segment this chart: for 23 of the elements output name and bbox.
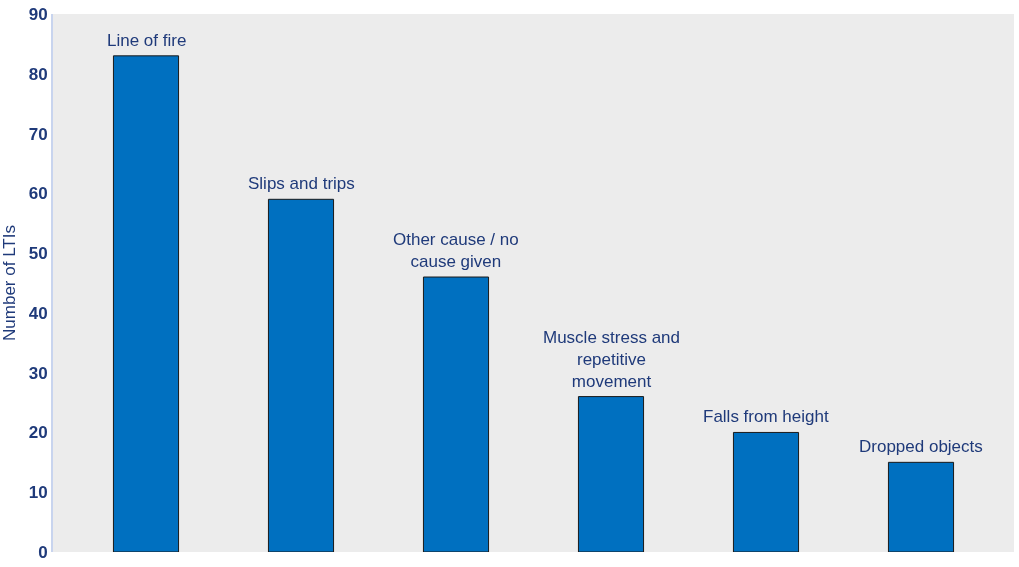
x-tick-label: Slips and trips bbox=[248, 174, 355, 193]
y-tick-label: 20 bbox=[28, 423, 48, 443]
x-tick-label: Dropped objects bbox=[859, 437, 983, 456]
y-tick-label: 60 bbox=[28, 184, 48, 204]
y-axis-title: Number of LTIs bbox=[0, 225, 19, 341]
bar bbox=[112, 55, 180, 552]
x-tick-label: Falls from height bbox=[703, 407, 829, 426]
y-tick-label: 50 bbox=[28, 244, 48, 264]
y-tick-label: 40 bbox=[28, 303, 48, 323]
y-tick-label: 10 bbox=[28, 483, 48, 503]
y-tick-label: 70 bbox=[28, 124, 48, 144]
y-tick-label: 80 bbox=[28, 64, 48, 84]
bar bbox=[577, 396, 645, 552]
x-tick-label: Line of fire bbox=[107, 31, 187, 50]
x-tick-label: Muscle stress and repetitive movement bbox=[543, 328, 680, 392]
bar bbox=[732, 431, 800, 552]
y-tick-label: 90 bbox=[28, 4, 48, 24]
bar bbox=[267, 198, 335, 552]
bar bbox=[887, 461, 955, 552]
bar bbox=[422, 276, 490, 552]
x-tick-label: Other cause / no cause given bbox=[393, 230, 519, 272]
y-tick-label: 0 bbox=[38, 542, 48, 562]
y-tick-label: 30 bbox=[28, 363, 48, 383]
